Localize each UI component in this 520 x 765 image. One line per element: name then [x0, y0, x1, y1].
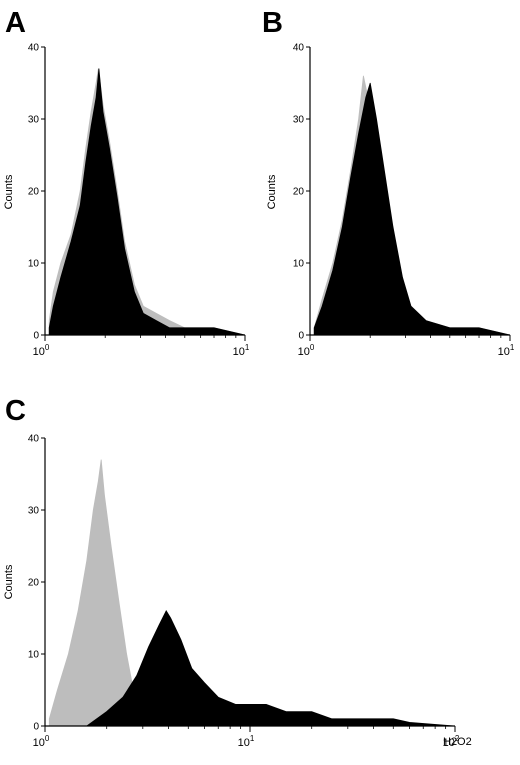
x-tick-label: 101 — [233, 343, 250, 358]
histogram-area-treated — [313, 82, 511, 336]
y-tick-label: 20 — [28, 187, 40, 198]
x-tick-label: 101 — [498, 343, 515, 358]
y-axis-label: Counts — [3, 174, 15, 209]
y-tick-label: 10 — [293, 259, 305, 270]
x-axis-label: H2O2 — [443, 736, 472, 748]
y-tick-label: 10 — [28, 650, 40, 661]
y-tick-label: 40 — [28, 434, 40, 445]
y-tick-label: 0 — [298, 331, 304, 342]
y-tick-label: 30 — [28, 115, 40, 126]
panel-letter-a: A — [5, 7, 26, 39]
histogram-panel-a: Counts 0 10 20 30 40 100 101 — [3, 43, 250, 359]
y-tick-label: 40 — [293, 43, 305, 54]
histogram-area-treated — [48, 68, 246, 336]
x-tick-label: 102 — [443, 734, 460, 749]
y-tick-label: 20 — [28, 578, 40, 589]
y-tick-label: 0 — [33, 331, 39, 342]
y-axis-label: Counts — [3, 564, 15, 599]
histogram-panel-b: Counts 0 10 20 30 40 100 101 — [266, 43, 515, 359]
histogram-area-treated — [85, 609, 456, 727]
y-tick-label: 0 — [33, 722, 39, 733]
y-tick-label: 40 — [28, 43, 40, 54]
y-tick-label: 30 — [28, 506, 40, 517]
y-tick-label: 10 — [28, 259, 40, 270]
x-tick-label: 100 — [33, 343, 50, 358]
panel-letter-b: B — [262, 7, 283, 39]
y-axis-label: Counts — [266, 174, 278, 209]
y-tick-label: 20 — [293, 187, 305, 198]
x-tick-label: 100 — [298, 343, 315, 358]
y-tick-label: 30 — [293, 115, 305, 126]
histogram-panel-c: Counts H2O2 0 10 20 30 40 100 101 102 — [3, 434, 472, 750]
x-tick-label: 100 — [33, 734, 50, 749]
panel-letter-c: C — [5, 395, 26, 427]
x-tick-label: 101 — [238, 734, 255, 749]
